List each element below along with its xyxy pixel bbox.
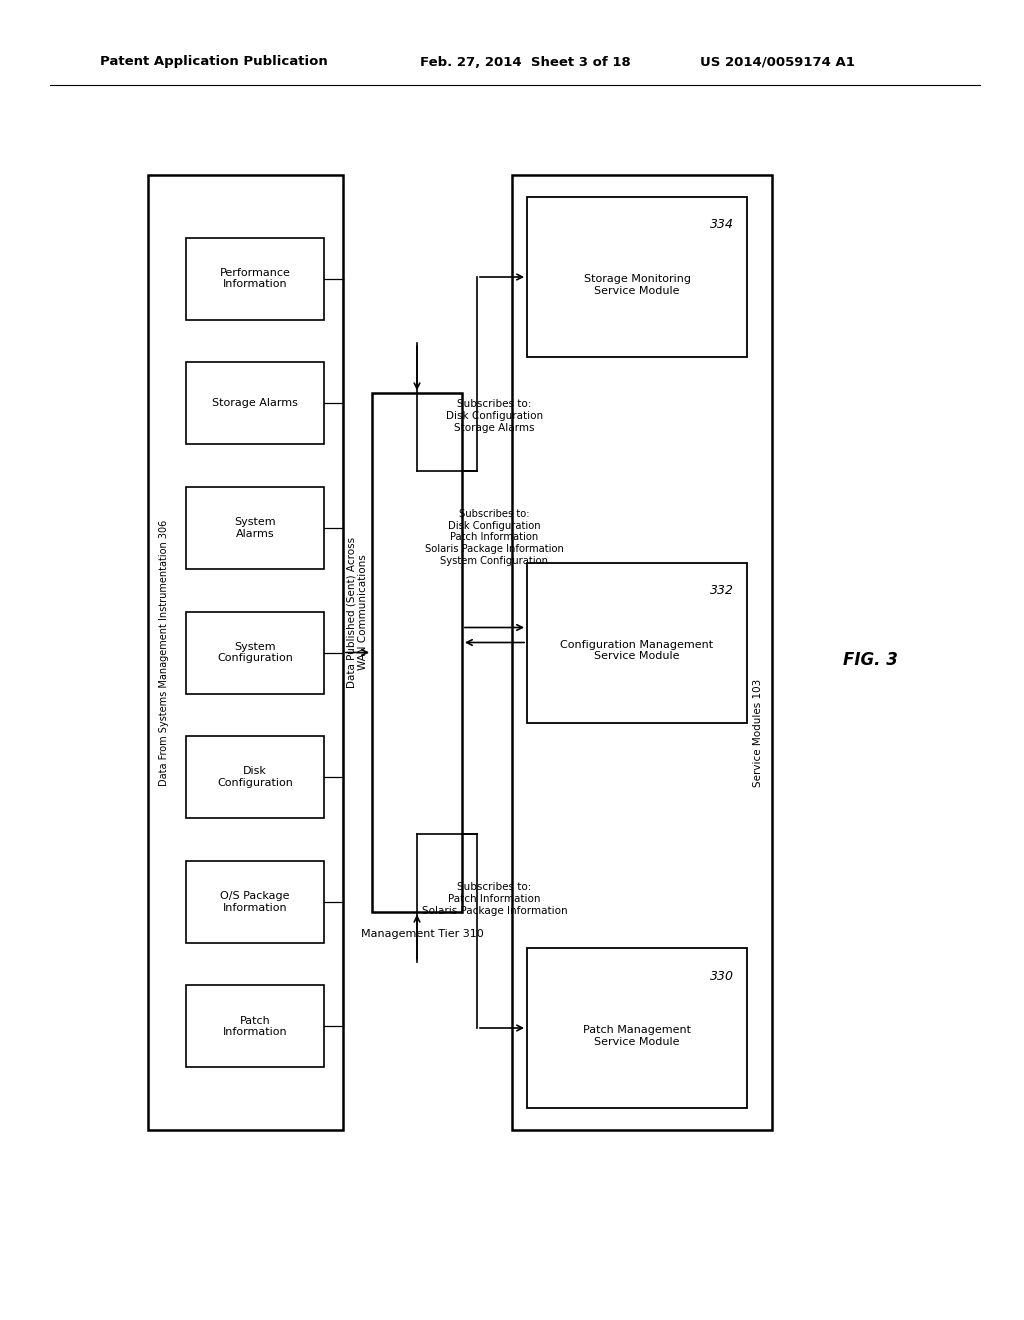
Text: System
Alarms: System Alarms: [234, 517, 275, 539]
Text: 332: 332: [710, 583, 734, 597]
Text: 330: 330: [710, 969, 734, 982]
Bar: [186, 238, 324, 319]
Text: Subscribes to:
Disk Configuration
Storage Alarms: Subscribes to: Disk Configuration Storag…: [445, 400, 543, 433]
Text: FIG. 3: FIG. 3: [843, 651, 897, 669]
Text: Data Published (Sent) Across
WAN Communications: Data Published (Sent) Across WAN Communi…: [347, 537, 369, 688]
Bar: [527, 562, 746, 722]
Text: Feb. 27, 2014  Sheet 3 of 18: Feb. 27, 2014 Sheet 3 of 18: [420, 55, 631, 69]
Text: Patent Application Publication: Patent Application Publication: [100, 55, 328, 69]
Text: Storage Monitoring
Service Module: Storage Monitoring Service Module: [584, 275, 690, 296]
Text: Disk
Configuration: Disk Configuration: [217, 767, 293, 788]
Bar: [372, 393, 462, 912]
Text: Service Modules 103: Service Modules 103: [753, 678, 763, 787]
Text: 334: 334: [710, 219, 734, 231]
Bar: [186, 487, 324, 569]
Bar: [186, 362, 324, 445]
Bar: [186, 737, 324, 818]
Text: Management Tier 310: Management Tier 310: [360, 929, 483, 939]
Bar: [148, 176, 343, 1130]
Bar: [186, 985, 324, 1068]
Bar: [512, 176, 772, 1130]
Bar: [527, 197, 746, 356]
Bar: [527, 948, 746, 1107]
Text: Patch Management
Service Module: Patch Management Service Module: [583, 1026, 691, 1047]
Text: System
Configuration: System Configuration: [217, 642, 293, 663]
Text: Storage Alarms: Storage Alarms: [212, 399, 298, 408]
Text: US 2014/0059174 A1: US 2014/0059174 A1: [700, 55, 855, 69]
Bar: [186, 611, 324, 693]
Text: O/S Package
Information: O/S Package Information: [220, 891, 290, 912]
Text: Performance
Information: Performance Information: [219, 268, 291, 289]
Text: Patch
Information: Patch Information: [222, 1015, 288, 1038]
Text: Subscribes to:
Patch Information
Solaris Package Information: Subscribes to: Patch Information Solaris…: [422, 882, 567, 916]
Bar: [186, 861, 324, 942]
Text: Configuration Management
Service Module: Configuration Management Service Module: [560, 640, 714, 661]
Text: Subscribes to:
Disk Configuration
Patch Information
Solaris Package Information
: Subscribes to: Disk Configuration Patch …: [425, 510, 564, 566]
Text: Data From Systems Management Instrumentation 306: Data From Systems Management Instrumenta…: [159, 519, 169, 785]
